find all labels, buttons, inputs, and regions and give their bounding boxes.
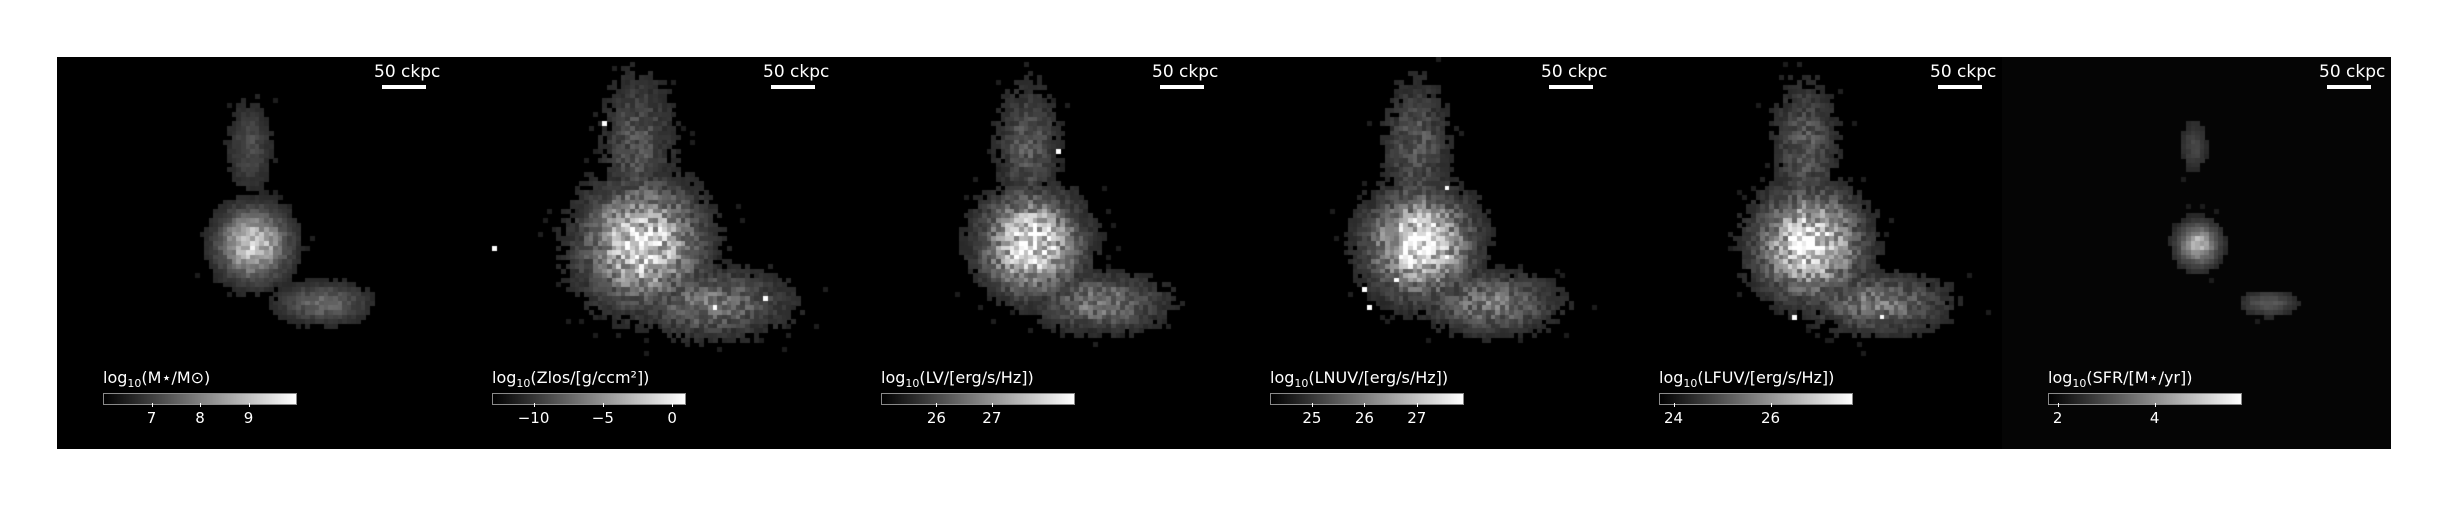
galaxy-map-panel-2: 50 ckpc log10(Zlos/[g/ccm²]) −10 −5 0: [446, 57, 835, 449]
tick-label: 0: [667, 409, 677, 427]
tick-label: 27: [982, 409, 1002, 427]
colorbar-title: log10(LFUV/[erg/s/Hz]): [1659, 368, 1834, 390]
colorbar: [2048, 393, 2242, 405]
scale-line: [382, 85, 426, 89]
tick-mark: [151, 403, 153, 407]
scale-line: [1160, 85, 1204, 89]
colorbar: [492, 393, 686, 405]
tick-mark: [2057, 403, 2059, 407]
colorbar-prefix: log: [881, 368, 906, 387]
galaxy-map-panel-5: 50 ckpc log10(LFUV/[erg/s/Hz]) 24 26: [1613, 57, 2002, 449]
scale-line: [2327, 85, 2371, 89]
colorbar: [1659, 393, 1853, 405]
colorbar-prefix: log: [103, 368, 128, 387]
colorbar-label: (SFR/[M⋆/yr]): [2086, 368, 2193, 387]
colorbar-title: log10(LNUV/[erg/s/Hz]): [1270, 368, 1448, 390]
colorbar: [1270, 393, 1464, 405]
colorbar-title: log10(SFR/[M⋆/yr]): [2048, 368, 2192, 390]
scale-line: [1938, 85, 1982, 89]
colorbar-prefix: log: [2048, 368, 2073, 387]
colorbar-sub: 10: [905, 377, 920, 391]
galaxy-map-panel-3: 50 ckpc log10(LV/[erg/s/Hz]) 26 27: [835, 57, 1224, 449]
scale-label: 50 ckpc: [374, 62, 441, 82]
pixel-map: [57, 57, 446, 449]
colorbar-label: (LNUV/[erg/s/Hz]): [1308, 368, 1449, 387]
tick-mark: [672, 403, 674, 407]
colorbar: [881, 393, 1075, 405]
scale-label: 50 ckpc: [1541, 62, 1608, 82]
tick-mark: [533, 403, 535, 407]
colorbar-prefix: log: [1270, 368, 1295, 387]
colorbar-sub: 10: [516, 377, 531, 391]
tick-mark: [1673, 403, 1675, 407]
tick-mark: [1770, 403, 1772, 407]
colorbar-sub: 10: [127, 377, 142, 391]
colorbar-title: log10(LV/[erg/s/Hz]): [881, 368, 1034, 390]
colorbar-prefix: log: [1659, 368, 1684, 387]
tick-label: 4: [2149, 409, 2160, 427]
scale-label: 50 ckpc: [1152, 62, 1219, 82]
tick-label: 26: [926, 409, 946, 427]
tick-label: 24: [1664, 409, 1684, 427]
tick-mark: [1311, 403, 1313, 407]
scale-bar: 50 ckpc: [1541, 62, 1608, 89]
pixel-map: [1224, 57, 1613, 449]
pixel-map: [446, 57, 835, 449]
colorbar-title: log10(Zlos/[g/ccm²]): [492, 368, 649, 390]
tick-label: 25: [1302, 409, 1322, 427]
colorbar-title: log10(M⋆/M⊙): [103, 368, 210, 390]
tick-label: −5: [591, 409, 614, 427]
galaxy-map-panel-4: 50 ckpc log10(LNUV/[erg/s/Hz]) 25 26 27: [1224, 57, 1613, 449]
tick-mark: [1364, 403, 1366, 407]
tick-label: 26: [1761, 409, 1781, 427]
tick-label: −10: [517, 409, 550, 427]
scale-line: [771, 85, 815, 89]
colorbar-sub: 10: [1294, 377, 1309, 391]
tick-mark: [936, 403, 938, 407]
tick-mark: [1416, 403, 1418, 407]
pixel-map: [835, 57, 1224, 449]
colorbar-label: (M⋆/M⊙): [141, 368, 211, 387]
tick-mark: [2154, 403, 2156, 407]
colorbar-sub: 10: [2072, 377, 2087, 391]
scale-bar: 50 ckpc: [2319, 62, 2386, 89]
tick-mark: [602, 403, 604, 407]
pixel-map: [1613, 57, 2002, 449]
scale-label: 50 ckpc: [2319, 62, 2386, 82]
colorbar-prefix: log: [492, 368, 517, 387]
scale-bar: 50 ckpc: [763, 62, 830, 89]
scale-bar: 50 ckpc: [1930, 62, 1997, 89]
tick-label: 9: [243, 409, 254, 427]
tick-mark: [248, 403, 250, 407]
colorbar-label: (Zlos/[g/ccm²]): [530, 368, 650, 387]
colorbar-label: (LFUV/[erg/s/Hz]): [1697, 368, 1835, 387]
tick-label: 26: [1354, 409, 1374, 427]
tick-label: 2: [2052, 409, 2063, 427]
galaxy-map-panel-1: 50 ckpc log10(M⋆/M⊙) 7 8 9: [57, 57, 446, 449]
tick-mark: [200, 403, 201, 407]
tick-label: 27: [1407, 409, 1427, 427]
tick-label: 7: [146, 409, 157, 427]
scale-label: 50 ckpc: [1930, 62, 1997, 82]
colorbar-label: (LV/[erg/s/Hz]): [919, 368, 1034, 387]
colorbar-sub: 10: [1683, 377, 1698, 391]
tick-mark: [991, 403, 993, 407]
scale-label: 50 ckpc: [763, 62, 830, 82]
galaxy-map-panel-6: 50 ckpc log10(SFR/[M⋆/yr]) 2 4: [2002, 57, 2391, 449]
scale-bar: 50 ckpc: [1152, 62, 1219, 89]
scale-line: [1549, 85, 1593, 89]
scale-bar: 50 ckpc: [374, 62, 441, 89]
tick-label: 8: [195, 409, 205, 427]
pixel-map: [2002, 57, 2391, 449]
